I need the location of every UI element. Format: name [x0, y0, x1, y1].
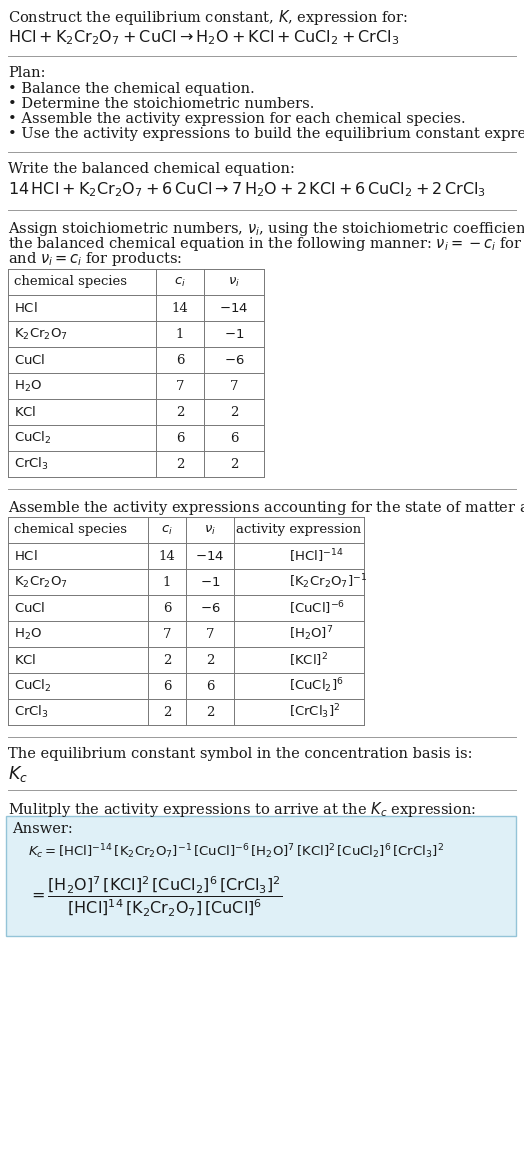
Text: $\mathrm{CrCl_3}$: $\mathrm{CrCl_3}$: [14, 704, 49, 720]
Text: $-14$: $-14$: [220, 302, 248, 315]
Text: $[\mathrm{CrCl_3}]^{2}$: $[\mathrm{CrCl_3}]^{2}$: [289, 702, 341, 721]
Text: $= \dfrac{[\mathrm{H_2O}]^{7}\,[\mathrm{KCl}]^{2}\,[\mathrm{CuCl_2}]^{6}\,[\math: $= \dfrac{[\mathrm{H_2O}]^{7}\,[\mathrm{…: [28, 874, 282, 918]
Text: $\mathrm{HCl + K_2Cr_2O_7 + CuCl} \rightarrow \mathrm{H_2O + KCl + CuCl_2 + CrCl: $\mathrm{HCl + K_2Cr_2O_7 + CuCl} \right…: [8, 28, 399, 47]
FancyBboxPatch shape: [6, 816, 516, 935]
Text: $-6$: $-6$: [224, 353, 244, 367]
Text: 6: 6: [176, 353, 184, 367]
Text: 7: 7: [206, 628, 214, 641]
Text: 6: 6: [163, 679, 171, 692]
Text: $c_i$: $c_i$: [174, 275, 186, 289]
Text: 1: 1: [176, 327, 184, 340]
Text: $-6$: $-6$: [200, 601, 220, 614]
Text: 14: 14: [159, 550, 176, 563]
Text: the balanced chemical equation in the following manner: $\nu_i = -c_i$ for react: the balanced chemical equation in the fo…: [8, 235, 524, 253]
Text: $\mathrm{CuCl}$: $\mathrm{CuCl}$: [14, 353, 46, 367]
Text: $-14$: $-14$: [195, 550, 225, 563]
Text: $[\mathrm{H_2O}]^{7}$: $[\mathrm{H_2O}]^{7}$: [289, 624, 333, 643]
Text: $\nu_i$: $\nu_i$: [204, 523, 216, 537]
Text: $[\mathrm{KCl}]^{2}$: $[\mathrm{KCl}]^{2}$: [289, 651, 328, 669]
Text: $\mathrm{K_2Cr_2O_7}$: $\mathrm{K_2Cr_2O_7}$: [14, 326, 68, 341]
Text: Assemble the activity expressions accounting for the state of matter and $\nu_i$: Assemble the activity expressions accoun…: [8, 499, 524, 517]
Text: $c_i$: $c_i$: [161, 523, 173, 537]
Text: $\mathrm{CuCl}$: $\mathrm{CuCl}$: [14, 601, 46, 615]
Text: The equilibrium constant symbol in the concentration basis is:: The equilibrium constant symbol in the c…: [8, 747, 473, 761]
Text: $\mathrm{HCl}$: $\mathrm{HCl}$: [14, 549, 38, 563]
Text: Plan:: Plan:: [8, 66, 46, 80]
Text: $14\,\mathrm{HCl + K_2Cr_2O_7 + 6\,CuCl} \rightarrow \mathrm{7\,H_2O + 2\,KCl + : $14\,\mathrm{HCl + K_2Cr_2O_7 + 6\,CuCl}…: [8, 181, 486, 199]
Text: $\mathrm{CrCl_3}$: $\mathrm{CrCl_3}$: [14, 456, 49, 472]
Text: 2: 2: [230, 458, 238, 471]
Text: Answer:: Answer:: [12, 822, 73, 836]
Text: $-1$: $-1$: [224, 327, 244, 340]
Text: chemical species: chemical species: [14, 523, 127, 537]
Text: 2: 2: [176, 458, 184, 471]
Text: $K_c$: $K_c$: [8, 764, 28, 784]
Text: 2: 2: [163, 654, 171, 666]
Text: $K_c = [\mathrm{HCl}]^{-14}\,[\mathrm{K_2Cr_2O_7}]^{-1}\,[\mathrm{CuCl}]^{-6}\,[: $K_c = [\mathrm{HCl}]^{-14}\,[\mathrm{K_…: [28, 842, 444, 861]
Text: 2: 2: [206, 654, 214, 666]
Text: 2: 2: [163, 706, 171, 719]
Text: $\mathrm{H_2O}$: $\mathrm{H_2O}$: [14, 627, 42, 642]
Text: 2: 2: [176, 405, 184, 418]
Text: $[\mathrm{HCl}]^{-14}$: $[\mathrm{HCl}]^{-14}$: [289, 548, 343, 565]
Text: 2: 2: [206, 706, 214, 719]
Text: 14: 14: [172, 302, 188, 315]
Text: • Use the activity expressions to build the equilibrium constant expression.: • Use the activity expressions to build …: [8, 127, 524, 141]
Text: 6: 6: [176, 431, 184, 445]
Text: Mulitply the activity expressions to arrive at the $K_c$ expression:: Mulitply the activity expressions to arr…: [8, 800, 476, 819]
Text: 6: 6: [206, 679, 214, 692]
Text: $[\mathrm{CuCl}]^{-6}$: $[\mathrm{CuCl}]^{-6}$: [289, 599, 345, 616]
Text: $\mathrm{CuCl_2}$: $\mathrm{CuCl_2}$: [14, 678, 51, 694]
Text: activity expression: activity expression: [236, 523, 362, 537]
Text: $\mathrm{KCl}$: $\mathrm{KCl}$: [14, 405, 37, 419]
Text: 1: 1: [163, 576, 171, 588]
Text: • Determine the stoichiometric numbers.: • Determine the stoichiometric numbers.: [8, 97, 314, 111]
Text: $\nu_i$: $\nu_i$: [228, 275, 240, 289]
Text: $[\mathrm{CuCl_2}]^{6}$: $[\mathrm{CuCl_2}]^{6}$: [289, 677, 344, 696]
Text: 7: 7: [176, 380, 184, 393]
Text: 6: 6: [230, 431, 238, 445]
Text: $\mathrm{H_2O}$: $\mathrm{H_2O}$: [14, 379, 42, 394]
Text: $\mathrm{HCl}$: $\mathrm{HCl}$: [14, 301, 38, 315]
Text: $\mathrm{K_2Cr_2O_7}$: $\mathrm{K_2Cr_2O_7}$: [14, 574, 68, 589]
Text: and $\nu_i = c_i$ for products:: and $\nu_i = c_i$ for products:: [8, 250, 182, 268]
Text: chemical species: chemical species: [14, 275, 127, 289]
Text: 2: 2: [230, 405, 238, 418]
Text: 7: 7: [163, 628, 171, 641]
Text: 6: 6: [163, 601, 171, 614]
Text: $[\mathrm{K_2Cr_2O_7}]^{-1}$: $[\mathrm{K_2Cr_2O_7}]^{-1}$: [289, 573, 367, 592]
Text: • Balance the chemical equation.: • Balance the chemical equation.: [8, 82, 255, 96]
Text: $-1$: $-1$: [200, 576, 220, 588]
Text: Write the balanced chemical equation:: Write the balanced chemical equation:: [8, 162, 295, 176]
Text: 7: 7: [230, 380, 238, 393]
Text: • Assemble the activity expression for each chemical species.: • Assemble the activity expression for e…: [8, 112, 466, 126]
Text: $\mathrm{CuCl_2}$: $\mathrm{CuCl_2}$: [14, 430, 51, 446]
Text: Construct the equilibrium constant, $K$, expression for:: Construct the equilibrium constant, $K$,…: [8, 8, 408, 27]
Text: Assign stoichiometric numbers, $\nu_i$, using the stoichiometric coefficients, $: Assign stoichiometric numbers, $\nu_i$, …: [8, 220, 524, 238]
Text: $\mathrm{KCl}$: $\mathrm{KCl}$: [14, 654, 37, 668]
